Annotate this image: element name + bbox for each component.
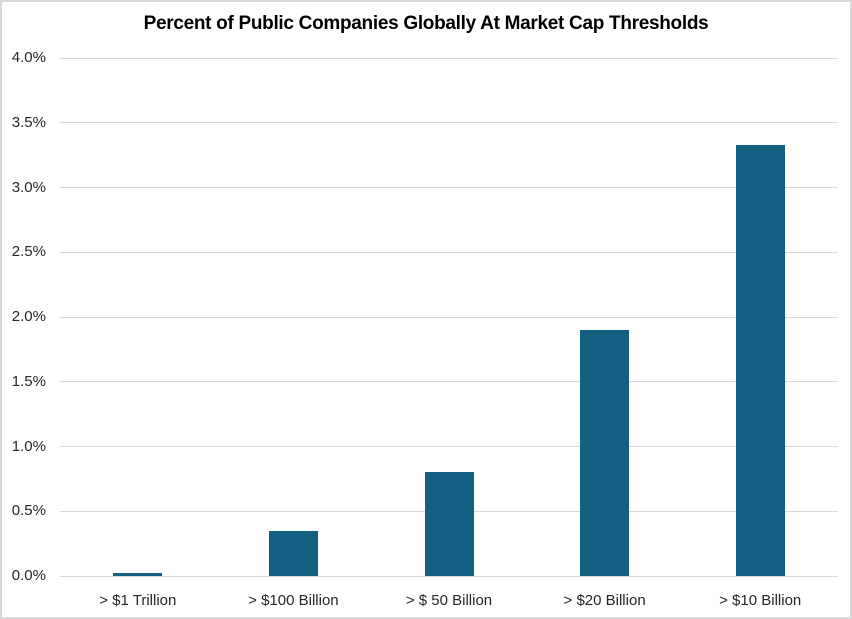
x-axis-category-label: > $100 Billion [248, 592, 339, 609]
gridline [60, 381, 838, 383]
gridline [60, 316, 838, 318]
gridline [60, 446, 838, 447]
x-axis-category-label: > $1 Trillion [99, 592, 177, 609]
x-axis-category-label: > $20 Billion [563, 592, 646, 609]
bar [268, 530, 318, 576]
y-axis-tick-label: 3.5% [11, 113, 46, 131]
y-axis-tick-label: 0.5% [11, 502, 46, 520]
y-axis-tick-label: 1.5% [11, 372, 46, 390]
plot-area [60, 57, 838, 577]
gridline [60, 57, 838, 59]
x-axis-category-label: > $ 50 Billion [405, 592, 493, 609]
bar [580, 329, 630, 576]
bar [735, 144, 785, 576]
y-axis-tick-label: 4.0% [11, 49, 46, 66]
gridline [60, 187, 838, 188]
bar [113, 573, 163, 576]
y-axis-tick-label: 0.0% [11, 567, 46, 584]
chart-title: Percent of Public Companies Globally At … [143, 13, 709, 34]
y-axis-tick-label: 3.0% [11, 178, 46, 196]
y-axis-tick-label: 2.0% [11, 308, 46, 325]
x-axis-category-label: > $10 Billion [719, 592, 802, 609]
y-axis-tick-label: 2.5% [11, 243, 46, 261]
gridline [60, 122, 838, 124]
bar [424, 472, 474, 576]
gridline [60, 251, 838, 253]
y-axis-tick-label: 1.0% [11, 437, 46, 455]
